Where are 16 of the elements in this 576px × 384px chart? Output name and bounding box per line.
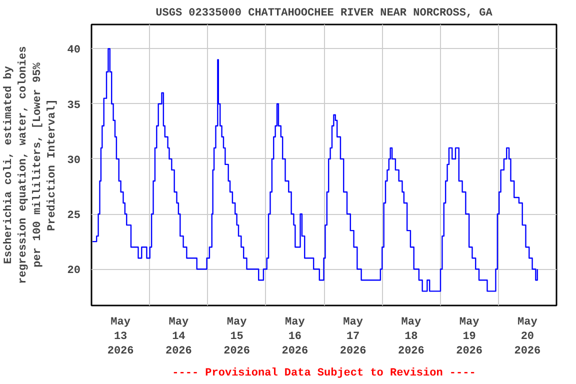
x-tick-label: May 19 2026 (456, 316, 483, 358)
y-tick-label: 25 (67, 210, 81, 222)
chart-title: USGS 02335000 CHATTAHOOCHEE RIVER NEAR NORCROSS, GA (156, 8, 493, 20)
x-tick-label: May 14 2026 (165, 316, 192, 358)
y-tick-label: 20 (67, 265, 80, 278)
x-tick-label: May 20 2026 (514, 316, 541, 358)
x-tick-label: May 15 2026 (224, 316, 250, 358)
x-tick-label: May 18 2026 (398, 316, 424, 358)
y-tick-label: 40 (67, 44, 80, 57)
x-tick-label: May 16 2026 (282, 316, 308, 358)
x-tick-label: May 17 2026 (340, 316, 366, 358)
text: ---- Provisional Data Subject to Revision ---- (172, 368, 476, 380)
y-tick-label: 35 (67, 100, 81, 112)
y-axis-title: Escherichia coli, estimated by regression equation, water, colonies per 100 milliliters, [Lower 95% Prediction Interval] (3, 46, 58, 284)
y-tick-label: 30 (67, 154, 80, 167)
x-tick-label: May 13 2026 (107, 316, 134, 358)
